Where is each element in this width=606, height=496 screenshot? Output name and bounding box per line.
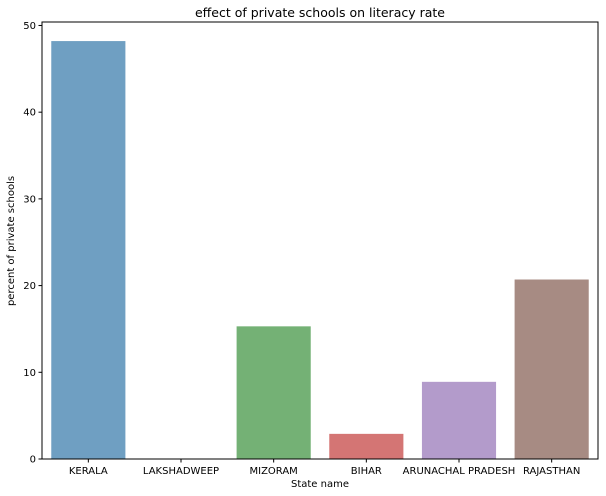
- bar-rajasthan: [514, 279, 589, 459]
- y-axis-label: percent of private schools: [6, 176, 17, 306]
- y-tick-label: 30: [23, 194, 36, 205]
- x-tick-label: LAKSHADWEEP: [143, 466, 219, 477]
- y-tick-label: 40: [23, 108, 36, 119]
- bar-kerala: [51, 41, 126, 459]
- y-tick-label: 10: [23, 368, 36, 379]
- bar-mizoram: [236, 326, 311, 459]
- chart-title: effect of private schools on literacy ra…: [195, 5, 445, 20]
- bars-group: [51, 41, 589, 459]
- bar-bihar: [329, 433, 404, 459]
- y-tick-label: 0: [30, 455, 36, 466]
- x-tick-label: ARUNACHAL PRADESH: [403, 466, 516, 477]
- y-tick-label: 50: [23, 21, 36, 32]
- x-ticks-group: KERALA LAKSHADWEEP MIZORAM BIHAR ARUNACHAL P…: [69, 459, 580, 477]
- plot-area: [42, 22, 598, 459]
- x-tick-label: RAJASTHAN: [523, 466, 580, 477]
- x-axis-label: State name: [291, 479, 349, 490]
- y-tick-label: 20: [23, 281, 36, 292]
- x-tick-label: MIZORAM: [250, 466, 298, 477]
- plot-frame: [41, 21, 599, 460]
- x-tick-label: KERALA: [69, 466, 108, 477]
- bar-arunachal-pradesh: [421, 381, 497, 459]
- x-tick-label: BIHAR: [351, 466, 382, 477]
- y-ticks-group: 0 10 20 30 40 50: [23, 21, 42, 466]
